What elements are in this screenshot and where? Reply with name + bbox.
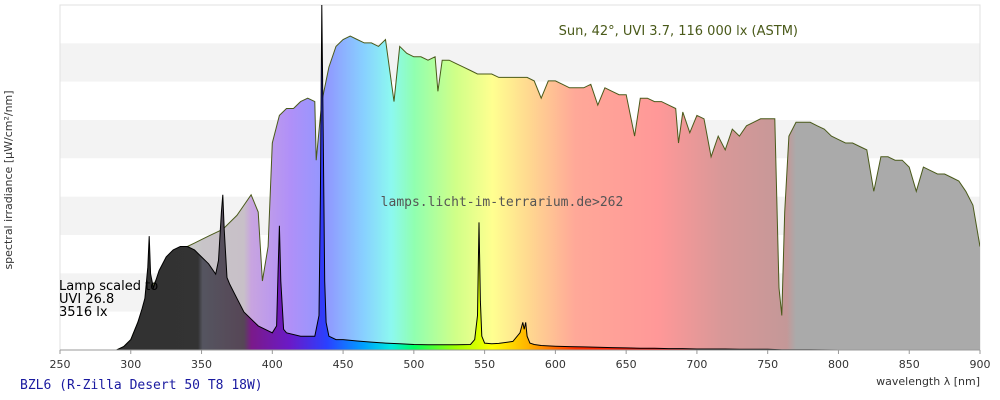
x-tick-label: 350	[191, 358, 212, 371]
x-axis-ticks: 250 300 350 400 450 500 550 600 650 700 750 800 850 9…	[50, 350, 991, 371]
x-tick-label: 850	[899, 358, 920, 371]
x-tick-label: 750	[757, 358, 778, 371]
x-tick-label: 250	[50, 358, 71, 371]
x-tick-label: 300	[120, 358, 141, 371]
sun-label: Sun, 42°, UVI 3.7, 116 000 lx (ASTM)	[559, 24, 798, 39]
lamp-note-line-1: Lamp scaled to	[59, 279, 158, 294]
x-tick-label: 450	[333, 358, 354, 371]
x-tick-label: 650	[616, 358, 637, 371]
sun-spectrum-area	[116, 36, 980, 350]
x-tick-label: 500	[403, 358, 424, 371]
lamp-spectrum-line	[60, 5, 980, 350]
sun-spectrum-line	[116, 35, 980, 350]
x-tick-label: 700	[686, 358, 707, 371]
grid-band	[60, 43, 980, 82]
x-axis-label: wavelength λ [nm]	[876, 375, 980, 388]
x-tick-label: 900	[970, 358, 991, 371]
lamp-spectrum-area	[60, 5, 980, 350]
y-axis-label: spectral irradiance [µW/cm²/nm]	[2, 90, 15, 269]
watermark: lamps.licht-im-terrarium.de>262	[381, 195, 624, 210]
lamp-title: BZL6 (R-Zilla Desert 50 T8 18W)	[20, 378, 263, 393]
lamp-note-line-3: 3516 lx	[59, 305, 108, 320]
lamp-note-line-2: UVI 26.8	[59, 292, 114, 307]
x-tick-label: 550	[474, 358, 495, 371]
grid-band	[60, 5, 980, 44]
x-tick-label: 600	[545, 358, 566, 371]
x-tick-label: 400	[262, 358, 283, 371]
x-tick-label: 800	[828, 358, 849, 371]
